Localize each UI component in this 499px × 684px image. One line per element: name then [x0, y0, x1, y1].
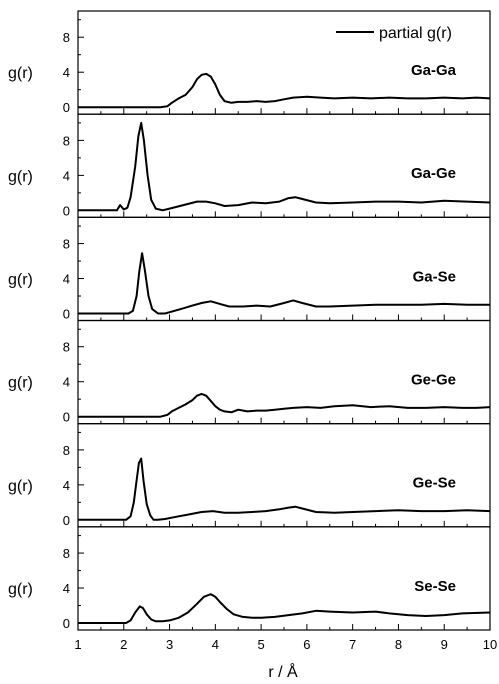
y-tick-label: 4 [63, 272, 70, 287]
y-tick-label: 4 [63, 478, 70, 493]
x-axis: 1 2 3 4 5 6 7 8 9 10 [74, 637, 497, 652]
y-axis-label: g(r) [8, 272, 33, 289]
x-tick-label: 2 [120, 637, 127, 652]
panel-label: Se-Se [414, 578, 456, 595]
y-tick-label: 8 [63, 546, 70, 561]
x-tick-label: 8 [395, 637, 402, 652]
y-tick-label: 4 [63, 581, 70, 596]
y-axis-label: g(r) [8, 581, 33, 598]
x-axis-label: r / Å [268, 662, 298, 681]
panel-label: Ga-Se [413, 268, 456, 285]
y-tick-label: 8 [63, 237, 70, 252]
y-axis-label: g(r) [8, 168, 33, 185]
panel-label: Ge-Se [413, 475, 456, 492]
series-line-ge-ge [78, 392, 491, 418]
y-tick-label: 0 [63, 307, 70, 322]
panels-group: 0 4 8 g(r) Ga-Ga 0 4 8 g(r) Ga-Ge 0 4 8 g(r) Ga-Se 0 4 8 g… [8, 10, 491, 631]
y-tick-label: 0 [63, 513, 70, 528]
x-tick-label: 4 [212, 637, 219, 652]
y-tick-label: 8 [63, 30, 70, 45]
series-line-ge-se [78, 457, 491, 521]
y-tick-label: 8 [63, 340, 70, 355]
series-line-se-se [78, 593, 491, 624]
y-tick-label: 0 [63, 203, 70, 218]
panel-label: Ga-Ge [411, 165, 456, 182]
y-tick-label: 8 [63, 133, 70, 148]
y-tick-label: 0 [63, 410, 70, 425]
y-tick-label: 4 [63, 375, 70, 390]
y-tick-label: 0 [63, 100, 70, 115]
y-axis-label: g(r) [8, 65, 33, 82]
panel-se-se: 0 4 8 g(r) Se-Se [8, 526, 491, 631]
panel-ge-ge: 0 4 8 g(r) Ge-Ge [8, 319, 491, 425]
panel-ga-ge: 0 4 8 g(r) Ga-Ge [8, 113, 491, 218]
panel-label: Ga-Ga [411, 62, 457, 79]
y-tick-label: 4 [63, 168, 70, 183]
y-tick-label: 8 [63, 443, 70, 458]
y-tick-label: 0 [63, 616, 70, 631]
x-tick-label: 7 [349, 637, 356, 652]
x-tick-label: 3 [166, 637, 173, 652]
series-line-ga-ge [78, 121, 491, 212]
x-tick-label: 9 [441, 637, 448, 652]
panel-ge-se: 0 4 8 g(r) Ge-Se [8, 423, 491, 528]
y-axis-label: g(r) [8, 478, 33, 495]
legend-label: partial g(r) [379, 25, 452, 42]
panel-label: Ge-Ge [411, 371, 456, 388]
y-axis-label: g(r) [8, 375, 33, 392]
x-tick-label: 5 [257, 637, 264, 652]
legend: partial g(r) [336, 25, 452, 42]
x-tick-label: 6 [303, 637, 310, 652]
panel-ga-se: 0 4 8 g(r) Ga-Se [8, 216, 491, 322]
series-line-ga-ga [78, 72, 491, 109]
y-tick-label: 4 [63, 65, 70, 80]
x-tick-label: 1 [74, 637, 81, 652]
x-tick-label: 10 [483, 637, 497, 652]
series-line-ga-se [78, 252, 490, 315]
